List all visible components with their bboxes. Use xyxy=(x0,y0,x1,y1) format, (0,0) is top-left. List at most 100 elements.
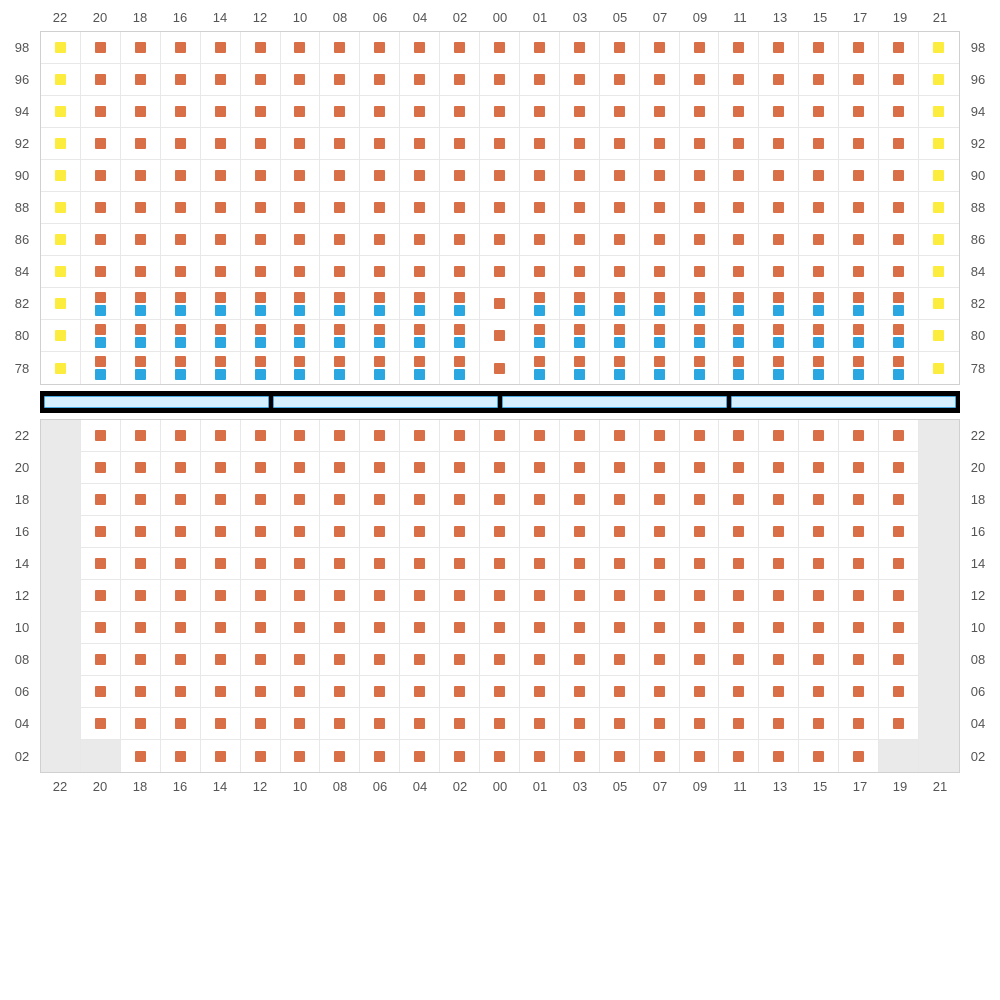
seat-marker[interactable] xyxy=(654,292,665,303)
seat-marker[interactable] xyxy=(614,74,625,85)
seat-marker[interactable] xyxy=(694,718,705,729)
seat-marker[interactable] xyxy=(255,686,266,697)
seat-marker[interactable] xyxy=(215,324,226,335)
seat-marker[interactable] xyxy=(454,266,465,277)
seat-marker[interactable] xyxy=(454,494,465,505)
seat-marker[interactable] xyxy=(733,356,744,367)
seat-marker[interactable] xyxy=(175,202,186,213)
seat-marker[interactable] xyxy=(255,234,266,245)
seat-marker[interactable] xyxy=(215,234,226,245)
seat-marker[interactable] xyxy=(654,42,665,53)
seat-marker[interactable] xyxy=(574,106,585,117)
seat-marker[interactable] xyxy=(813,718,824,729)
seat-marker[interactable] xyxy=(654,462,665,473)
seat-marker[interactable] xyxy=(135,558,146,569)
seat-marker[interactable] xyxy=(893,590,904,601)
seat-marker[interactable] xyxy=(135,305,146,316)
seat-marker[interactable] xyxy=(414,42,425,53)
seat-marker[interactable] xyxy=(574,356,585,367)
seat-marker[interactable] xyxy=(454,686,465,697)
seat-marker[interactable] xyxy=(574,266,585,277)
seat-marker[interactable] xyxy=(334,494,345,505)
seat-marker[interactable] xyxy=(95,590,106,601)
seat-marker[interactable] xyxy=(773,558,784,569)
seat-marker[interactable] xyxy=(414,558,425,569)
seat-marker[interactable] xyxy=(614,305,625,316)
seat-marker[interactable] xyxy=(215,462,226,473)
seat-marker[interactable] xyxy=(334,462,345,473)
seat-marker[interactable] xyxy=(813,202,824,213)
seat-marker[interactable] xyxy=(374,292,385,303)
seat-marker[interactable] xyxy=(294,106,305,117)
seat-marker[interactable] xyxy=(893,106,904,117)
seat-marker[interactable] xyxy=(614,686,625,697)
seat-marker[interactable] xyxy=(893,324,904,335)
seat-marker[interactable] xyxy=(215,654,226,665)
seat-marker[interactable] xyxy=(574,526,585,537)
seat-marker[interactable] xyxy=(494,298,505,309)
seat-marker[interactable] xyxy=(574,74,585,85)
seat-marker[interactable] xyxy=(294,590,305,601)
seat-marker[interactable] xyxy=(893,266,904,277)
seat-marker[interactable] xyxy=(773,292,784,303)
seat-marker[interactable] xyxy=(175,526,186,537)
seat-marker[interactable] xyxy=(813,622,824,633)
seat-marker[interactable] xyxy=(175,305,186,316)
seat-marker[interactable] xyxy=(135,106,146,117)
seat-marker[interactable] xyxy=(614,369,625,380)
seat-marker[interactable] xyxy=(534,526,545,537)
seat-marker[interactable] xyxy=(773,654,784,665)
seat-marker[interactable] xyxy=(135,622,146,633)
seat-marker[interactable] xyxy=(95,42,106,53)
seat-marker[interactable] xyxy=(215,622,226,633)
seat-marker[interactable] xyxy=(933,74,944,85)
seat-marker[interactable] xyxy=(574,462,585,473)
seat-marker[interactable] xyxy=(374,462,385,473)
seat-marker[interactable] xyxy=(534,42,545,53)
seat-marker[interactable] xyxy=(813,654,824,665)
seat-marker[interactable] xyxy=(334,305,345,316)
seat-marker[interactable] xyxy=(334,718,345,729)
seat-marker[interactable] xyxy=(414,202,425,213)
seat-marker[interactable] xyxy=(414,622,425,633)
seat-marker[interactable] xyxy=(215,106,226,117)
seat-marker[interactable] xyxy=(534,558,545,569)
seat-marker[interactable] xyxy=(334,751,345,762)
seat-marker[interactable] xyxy=(733,234,744,245)
seat-marker[interactable] xyxy=(773,462,784,473)
seat-marker[interactable] xyxy=(534,369,545,380)
seat-marker[interactable] xyxy=(933,266,944,277)
seat-marker[interactable] xyxy=(654,202,665,213)
seat-marker[interactable] xyxy=(95,170,106,181)
seat-marker[interactable] xyxy=(853,654,864,665)
seat-marker[interactable] xyxy=(733,369,744,380)
seat-marker[interactable] xyxy=(135,324,146,335)
seat-marker[interactable] xyxy=(813,234,824,245)
seat-marker[interactable] xyxy=(414,74,425,85)
seat-marker[interactable] xyxy=(893,138,904,149)
seat-marker[interactable] xyxy=(374,337,385,348)
seat-marker[interactable] xyxy=(374,526,385,537)
seat-marker[interactable] xyxy=(334,430,345,441)
seat-marker[interactable] xyxy=(853,356,864,367)
seat-marker[interactable] xyxy=(893,170,904,181)
seat-marker[interactable] xyxy=(574,305,585,316)
seat-marker[interactable] xyxy=(813,462,824,473)
seat-marker[interactable] xyxy=(95,234,106,245)
seat-marker[interactable] xyxy=(374,718,385,729)
seat-marker[interactable] xyxy=(893,494,904,505)
seat-marker[interactable] xyxy=(773,42,784,53)
seat-marker[interactable] xyxy=(733,292,744,303)
seat-marker[interactable] xyxy=(893,622,904,633)
seat-marker[interactable] xyxy=(614,751,625,762)
seat-marker[interactable] xyxy=(454,234,465,245)
seat-marker[interactable] xyxy=(654,430,665,441)
seat-marker[interactable] xyxy=(494,686,505,697)
seat-marker[interactable] xyxy=(334,337,345,348)
seat-marker[interactable] xyxy=(55,363,66,374)
seat-marker[interactable] xyxy=(694,526,705,537)
seat-marker[interactable] xyxy=(215,751,226,762)
seat-marker[interactable] xyxy=(294,430,305,441)
seat-marker[interactable] xyxy=(654,266,665,277)
seat-marker[interactable] xyxy=(215,526,226,537)
